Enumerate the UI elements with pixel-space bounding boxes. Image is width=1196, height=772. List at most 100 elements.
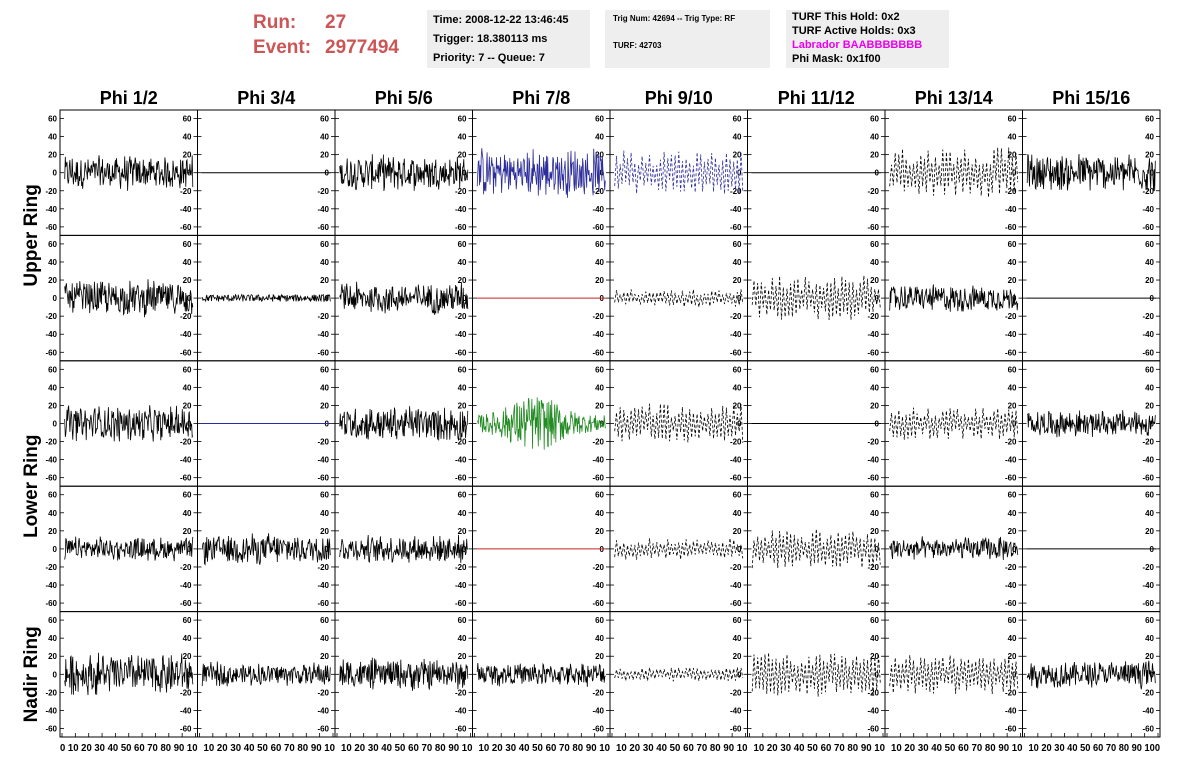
y-tick-label-right: 60 — [458, 240, 467, 249]
y-tick-label-right: -20 — [592, 688, 604, 697]
y-tick-label-right: 20 — [458, 401, 467, 410]
y-tick-label-right: -60 — [180, 348, 192, 357]
y-tick-label-right: -20 — [730, 563, 742, 572]
y-tick-label-right: 20 — [733, 276, 742, 285]
waveform-trace — [64, 652, 194, 696]
x-tick-label: 10 20 30 40 50 60 70 80 90 10 — [754, 743, 886, 754]
y-tick-label-right: 40 — [733, 258, 742, 267]
y-tick-label-right: 0 — [875, 545, 880, 554]
waveform-trace — [64, 404, 194, 442]
waveform-trace — [476, 397, 606, 450]
priority-text: Priority: 7 -- Queue: 7 — [433, 52, 545, 64]
y-tick-label-right: 60 — [1008, 616, 1017, 625]
y-tick-label-right: 20 — [183, 527, 192, 536]
y-tick-label-right: 60 — [320, 365, 329, 374]
y-tick-label-right: 40 — [733, 509, 742, 518]
y-tick-label-right: 0 — [462, 420, 467, 429]
y-tick-label: 40 — [48, 383, 57, 392]
y-tick-label-right: 20 — [1145, 527, 1154, 536]
y-tick-label-right: -20 — [317, 563, 329, 572]
y-tick-label-right: 40 — [595, 383, 604, 392]
y-tick-label-right: -20 — [867, 312, 879, 321]
y-tick-label-right: -40 — [1005, 456, 1017, 465]
y-tick-label-right: -40 — [730, 456, 742, 465]
y-tick-label-right: -40 — [867, 706, 879, 715]
y-tick-label-right: -60 — [592, 474, 604, 483]
column-header: Phi 5/6 — [375, 88, 433, 108]
panel-frame — [609, 109, 748, 236]
y-tick-label-right: -40 — [592, 581, 604, 590]
y-tick-label-right: -40 — [730, 581, 742, 590]
y-tick-label-right: 60 — [320, 616, 329, 625]
y-tick-label: 60 — [48, 240, 57, 249]
y-tick-label-right: 60 — [595, 616, 604, 625]
y-tick-label-right: 60 — [320, 491, 329, 500]
y-tick-label-right: -60 — [730, 223, 742, 232]
y-tick-label-right: -40 — [317, 330, 329, 339]
panel-frame — [884, 360, 1023, 487]
y-tick-label-right: 0 — [737, 169, 742, 178]
y-tick-label-right: -20 — [730, 688, 742, 697]
y-tick-label: 60 — [48, 616, 57, 625]
y-tick-label-right: -60 — [867, 223, 879, 232]
y-tick-label: 60 — [48, 115, 57, 124]
y-tick-label-right: -60 — [1005, 599, 1017, 608]
y-tick-label-right: -20 — [867, 563, 879, 572]
y-tick-label-right: 60 — [1145, 115, 1154, 124]
column-header: Phi 1/2 — [100, 88, 158, 108]
y-tick-label-right: 20 — [320, 527, 329, 536]
waveform-trace — [201, 533, 331, 566]
y-tick-label-right: 20 — [1008, 151, 1017, 160]
y-tick-label-right: 0 — [875, 670, 880, 679]
y-tick-label: 20 — [48, 652, 57, 661]
y-tick-label-right: 20 — [1008, 401, 1017, 410]
y-tick-label-right: -20 — [317, 688, 329, 697]
waveform-trace — [1026, 153, 1156, 192]
y-tick-label-right: 40 — [1008, 133, 1017, 142]
y-tick-label-right: -20 — [1142, 563, 1154, 572]
x-tick-label: 10 20 30 40 50 60 70 80 90 10 — [891, 743, 1023, 754]
y-tick-label-right: 40 — [320, 133, 329, 142]
y-tick-label-right: 60 — [183, 115, 192, 124]
y-tick-label-right: -20 — [1005, 563, 1017, 572]
y-tick-label-right: 40 — [1145, 634, 1154, 643]
y-tick-label-right: -40 — [180, 581, 192, 590]
y-tick-label-right: -60 — [1005, 348, 1017, 357]
panel-frame — [747, 485, 886, 613]
y-tick-label-right: 60 — [733, 616, 742, 625]
waveform-trace — [201, 661, 331, 687]
y-tick-label-right: 20 — [1145, 276, 1154, 285]
labrador-text: Labrador BAABBBBBBB — [792, 39, 923, 51]
y-tick-label-right: -60 — [867, 599, 879, 608]
y-tick-label-right: 60 — [458, 491, 467, 500]
waveform-trace — [201, 293, 331, 303]
y-tick-label-right: 40 — [1145, 133, 1154, 142]
y-tick-label-right: -60 — [1142, 223, 1154, 232]
y-tick-label-right: -60 — [455, 223, 467, 232]
y-tick-label-right: 40 — [1145, 509, 1154, 518]
y-tick-label-right: -60 — [317, 599, 329, 608]
time-text: Time: 2008-12-22 13:46:45 — [433, 14, 569, 26]
y-tick-label-right: 20 — [870, 151, 879, 160]
y-tick-label-right: -20 — [1142, 688, 1154, 697]
y-tick-label-right: 20 — [183, 652, 192, 661]
waveform-trace — [889, 655, 1019, 695]
y-tick-label-right: -20 — [180, 688, 192, 697]
y-tick-label: -20 — [45, 438, 57, 447]
y-tick-label: -20 — [45, 688, 57, 697]
y-tick-label-right: 60 — [595, 491, 604, 500]
y-tick-label-right: 60 — [870, 616, 879, 625]
y-tick-label-right: -20 — [180, 563, 192, 572]
y-tick-label-right: -40 — [592, 205, 604, 214]
y-tick-label-right: -40 — [1005, 330, 1017, 339]
y-tick-label-right: -40 — [592, 706, 604, 715]
y-tick-label-right: -40 — [455, 706, 467, 715]
y-tick-label-right: -60 — [592, 348, 604, 357]
y-tick-label: 40 — [48, 634, 57, 643]
y-tick-label-right: -40 — [180, 706, 192, 715]
y-tick-label: 20 — [48, 276, 57, 285]
run-value: 27 — [325, 12, 347, 33]
y-tick-label-right: -40 — [1005, 581, 1017, 590]
waveform-trace — [339, 534, 469, 563]
y-tick-label-right: 60 — [1145, 240, 1154, 249]
